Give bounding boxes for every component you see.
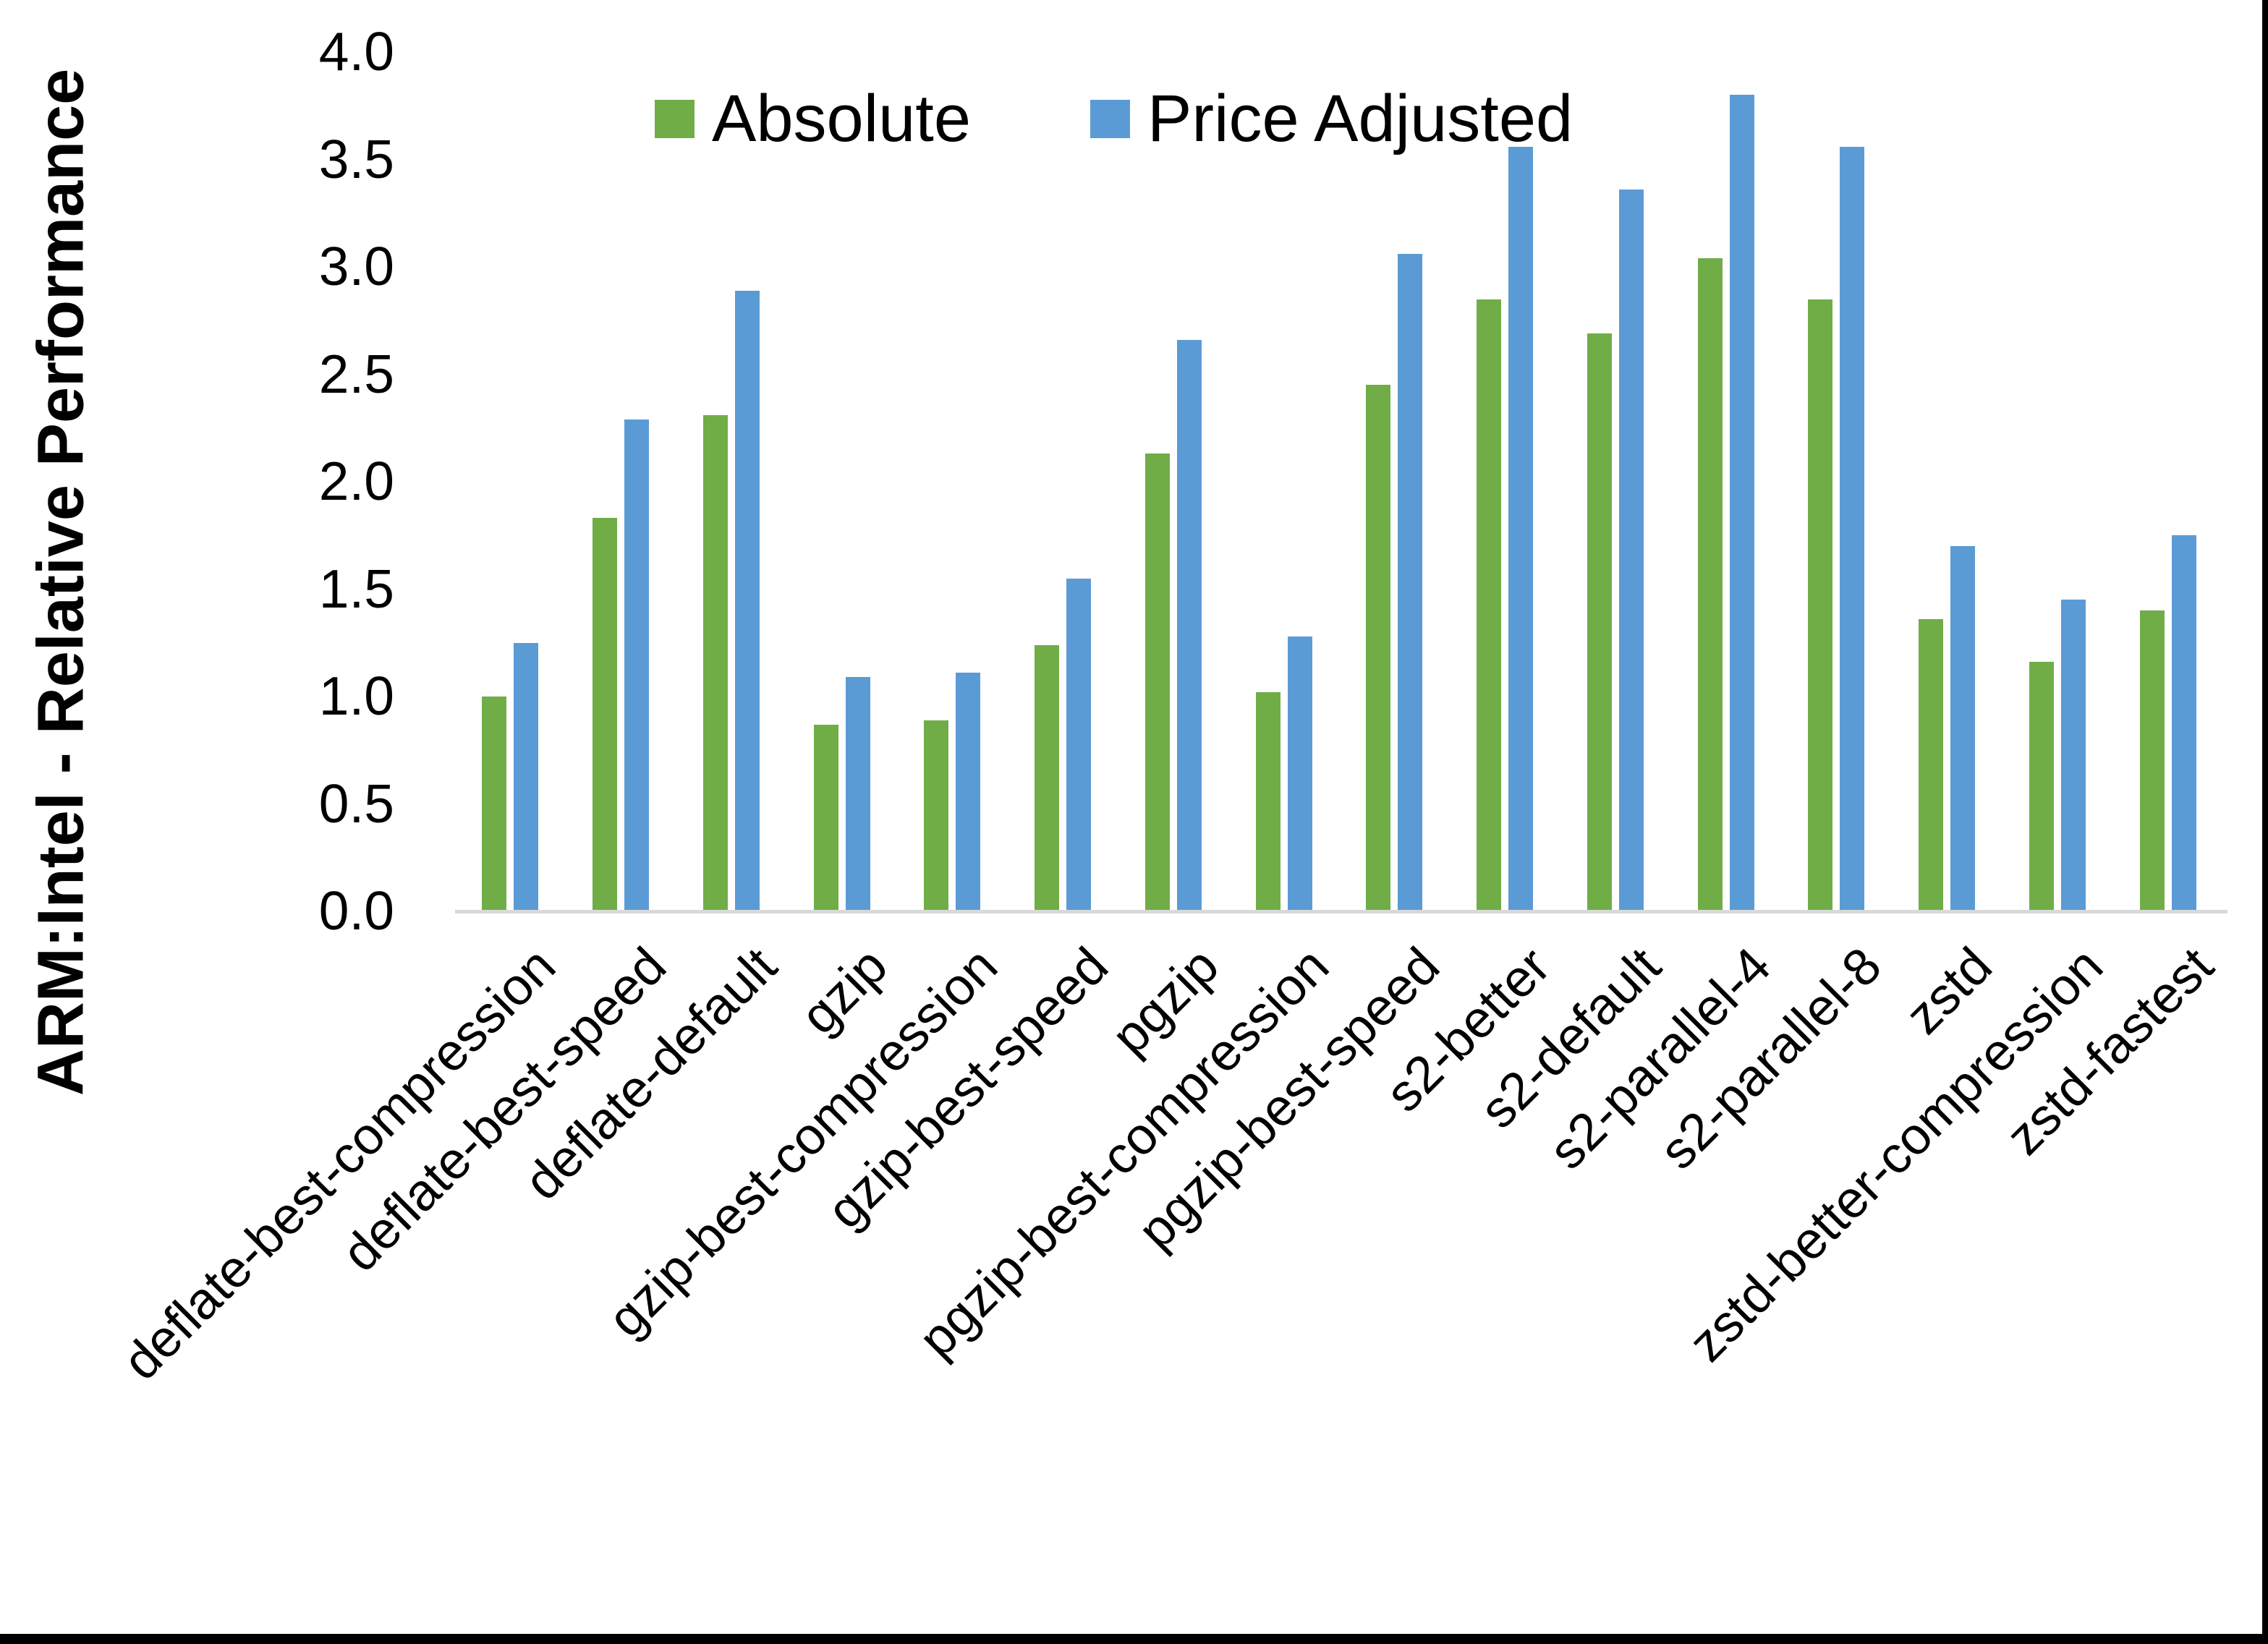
- legend-label: Absolute: [712, 82, 972, 156]
- y-tick-label: 4.0: [318, 21, 394, 82]
- legend-swatch-absolute-icon: [655, 99, 695, 138]
- bar-price-adjusted: [1618, 189, 1644, 911]
- bar-absolute: [1255, 692, 1280, 911]
- bar-absolute: [1919, 619, 1944, 911]
- bar-absolute: [1587, 333, 1612, 911]
- y-tick-label: 0.5: [318, 773, 394, 834]
- bar-group: [1781, 52, 1892, 911]
- bar-group: [1670, 52, 1781, 911]
- bar-group: [2112, 52, 2223, 911]
- x-axis-line: [455, 910, 2227, 913]
- bar-price-adjusted: [1176, 340, 1202, 911]
- legend-swatch-price-adjusted-icon: [1090, 99, 1131, 138]
- bar-absolute: [1035, 645, 1060, 911]
- bar-absolute: [1477, 299, 1502, 911]
- bar-price-adjusted: [514, 643, 539, 911]
- bar-absolute: [924, 720, 949, 911]
- bar-absolute: [2029, 662, 2054, 911]
- bar-group: [1339, 52, 1450, 911]
- bar-group: [2002, 52, 2113, 911]
- bar-group: [1008, 52, 1118, 911]
- bar-price-adjusted: [1398, 254, 1423, 911]
- bar-absolute: [2139, 610, 2165, 911]
- bar-absolute: [702, 415, 728, 911]
- y-tick-label: 2.5: [318, 344, 394, 404]
- bar-absolute: [1366, 385, 1391, 911]
- legend-item: Price Adjusted: [1090, 85, 1573, 152]
- bar-price-adjusted: [1287, 636, 1312, 911]
- bar-price-adjusted: [624, 419, 650, 911]
- bar-price-adjusted: [1729, 95, 1754, 911]
- bar-group: [1118, 52, 1229, 911]
- y-tick-label: 1.0: [318, 665, 394, 726]
- bar-group: [1228, 52, 1339, 911]
- bar-group: [676, 52, 787, 911]
- bar-price-adjusted: [1508, 147, 1534, 911]
- bar-absolute: [1697, 258, 1723, 911]
- x-axis-label: deflate-best-compression: [111, 937, 567, 1392]
- bar-group: [1560, 52, 1671, 911]
- bar-absolute: [813, 725, 838, 911]
- bar-group: [897, 52, 1008, 911]
- y-tick-label: 3.5: [318, 129, 394, 189]
- bar-absolute: [1144, 453, 1170, 911]
- bar-price-adjusted: [956, 673, 981, 911]
- bar-absolute: [1808, 299, 1833, 911]
- bar-price-adjusted: [2060, 600, 2086, 911]
- bar-absolute: [482, 697, 507, 911]
- plot-area: [455, 52, 2223, 911]
- page-right-border: [2262, 0, 2268, 1644]
- legend: Absolute Price Adjusted: [655, 85, 1573, 152]
- y-tick-label: 2.0: [318, 451, 394, 511]
- bar-price-adjusted: [734, 291, 760, 911]
- bar-absolute: [593, 518, 618, 911]
- bar-group: [1892, 52, 2002, 911]
- bar-group: [1450, 52, 1560, 911]
- bar-price-adjusted: [1066, 579, 1092, 911]
- y-tick-label: 1.5: [318, 558, 394, 619]
- bar-group: [566, 52, 676, 911]
- bar-price-adjusted: [845, 677, 870, 911]
- legend-item: Absolute: [655, 85, 971, 152]
- y-axis-title: ARM:Intel - Relative Performance: [25, 68, 98, 1096]
- y-tick-label: 0.0: [318, 880, 394, 941]
- bar-group: [786, 52, 897, 911]
- y-tick-label: 3.0: [318, 236, 394, 297]
- bar-group: [455, 52, 566, 911]
- bar-price-adjusted: [1840, 147, 1865, 911]
- legend-label: Price Adjusted: [1147, 82, 1573, 156]
- bar-price-adjusted: [2171, 535, 2196, 911]
- bar-price-adjusted: [1950, 546, 1976, 911]
- page-bottom-border: [0, 1634, 2268, 1644]
